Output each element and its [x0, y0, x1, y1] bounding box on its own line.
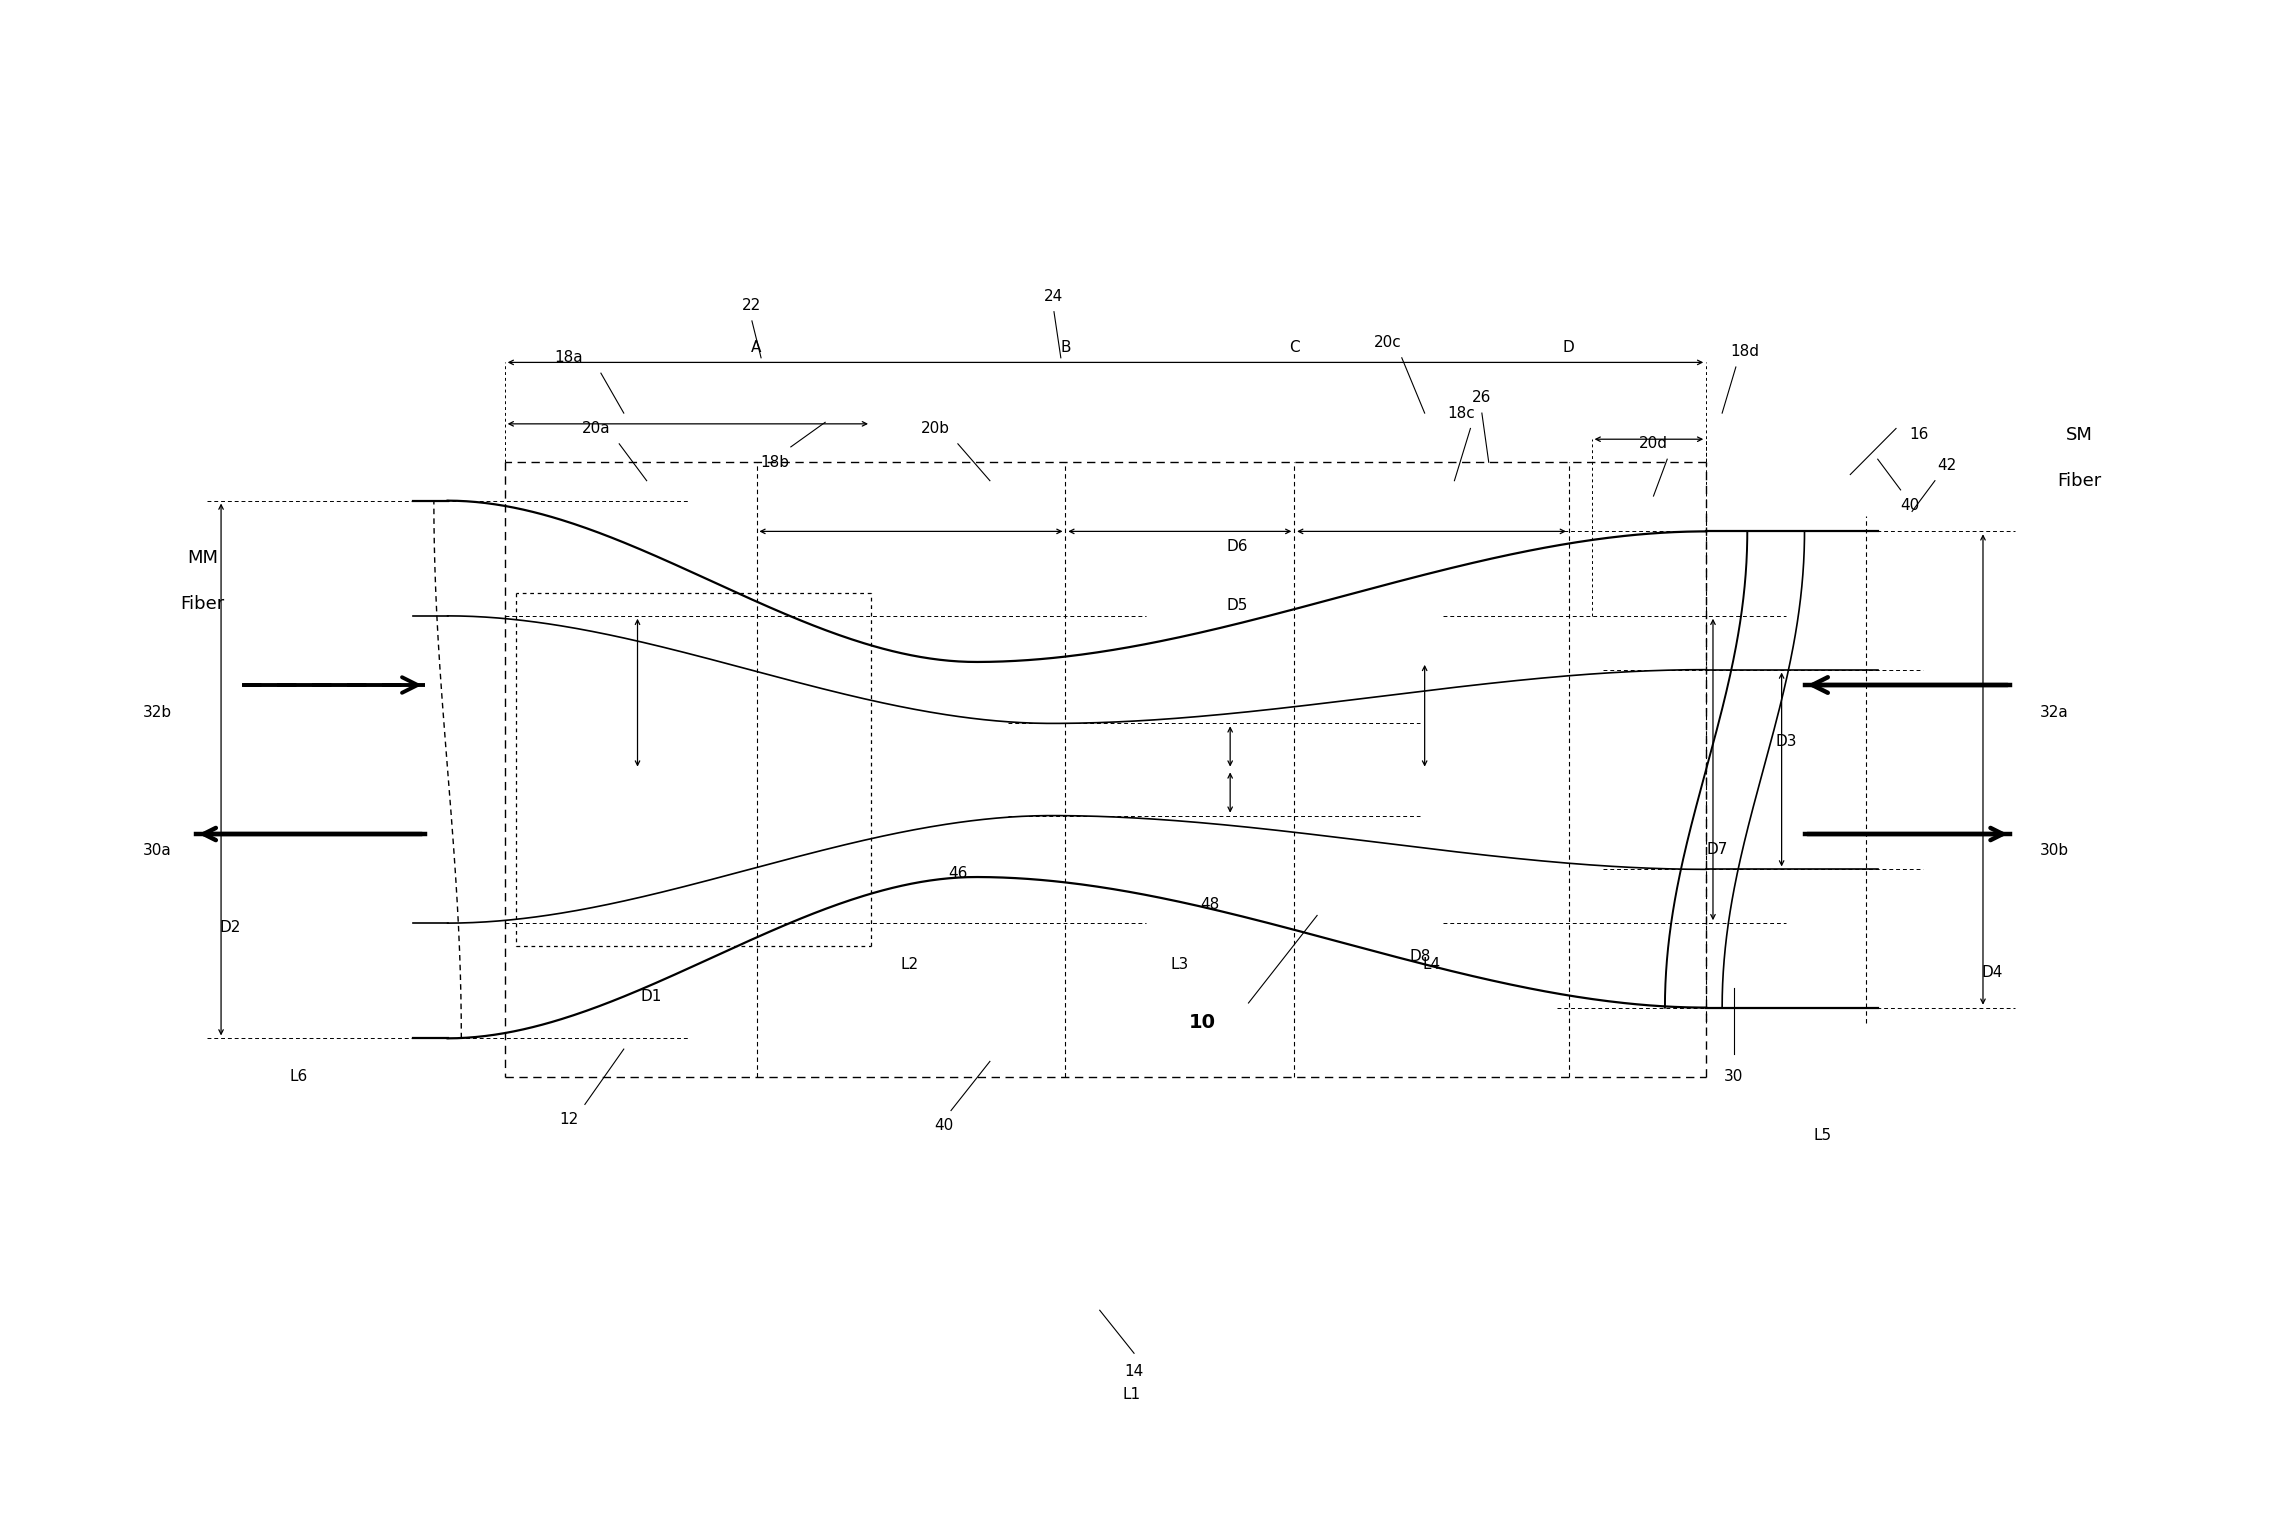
- Text: L4: L4: [1423, 957, 1441, 973]
- Text: 20c: 20c: [1375, 336, 1402, 349]
- Text: 46: 46: [948, 866, 967, 882]
- Text: L6: L6: [289, 1070, 307, 1085]
- Text: D3: D3: [1776, 734, 1796, 749]
- Text: D: D: [1562, 340, 1574, 354]
- Text: D8: D8: [1409, 950, 1432, 965]
- Text: 12: 12: [559, 1113, 580, 1127]
- Text: 40: 40: [935, 1119, 953, 1133]
- Text: 18a: 18a: [554, 351, 584, 365]
- Text: L2: L2: [900, 957, 919, 973]
- Text: D5: D5: [1226, 597, 1249, 613]
- Text: 18c: 18c: [1448, 406, 1475, 420]
- Text: 22: 22: [742, 299, 761, 312]
- Text: 18d: 18d: [1730, 345, 1759, 359]
- Text: 30a: 30a: [142, 843, 172, 859]
- Text: 18b: 18b: [761, 454, 790, 469]
- Text: 32b: 32b: [142, 705, 172, 720]
- Text: 20a: 20a: [582, 422, 612, 436]
- Text: 30: 30: [1723, 1070, 1743, 1085]
- Text: D6: D6: [1226, 539, 1249, 554]
- Text: D7: D7: [1707, 842, 1727, 857]
- Text: 30b: 30b: [2039, 843, 2069, 859]
- Text: 26: 26: [1473, 391, 1491, 405]
- Text: L5: L5: [1814, 1128, 1833, 1142]
- Text: MM: MM: [188, 548, 218, 566]
- Text: 24: 24: [1045, 289, 1063, 303]
- Text: 10: 10: [1189, 1014, 1217, 1033]
- Text: A: A: [751, 340, 761, 354]
- Text: 16: 16: [1908, 428, 1929, 442]
- Text: Fiber: Fiber: [181, 594, 225, 613]
- Text: Fiber: Fiber: [2057, 471, 2101, 489]
- Text: SM: SM: [2066, 426, 2092, 443]
- Text: 20b: 20b: [921, 422, 948, 436]
- Text: 40: 40: [1899, 497, 1920, 512]
- Text: L3: L3: [1171, 957, 1189, 973]
- Text: C: C: [1290, 340, 1299, 354]
- Text: L1: L1: [1123, 1387, 1141, 1402]
- Text: 48: 48: [1200, 897, 1219, 913]
- Text: 42: 42: [1936, 457, 1957, 472]
- Text: 20d: 20d: [1638, 437, 1668, 451]
- Text: 32a: 32a: [2039, 705, 2069, 720]
- Text: 14: 14: [1125, 1364, 1143, 1379]
- Text: D4: D4: [1982, 965, 2002, 980]
- Text: B: B: [1061, 340, 1070, 354]
- Text: D2: D2: [220, 920, 241, 936]
- Text: D1: D1: [641, 990, 662, 1005]
